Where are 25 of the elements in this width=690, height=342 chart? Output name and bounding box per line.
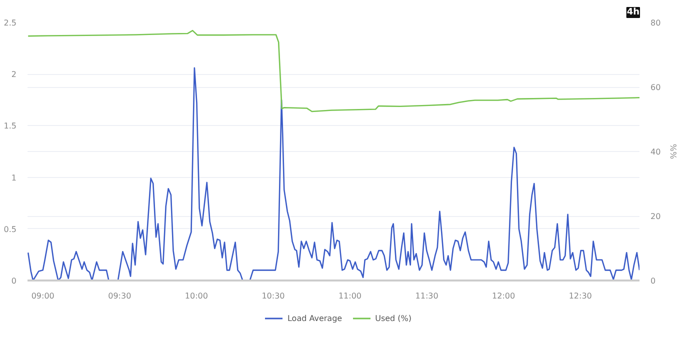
text: 4h (626, 8, 640, 18)
x-tick-label: 12:30 (568, 292, 592, 300)
line-series (28, 30, 640, 112)
y2-axis-title: %% (668, 144, 678, 160)
y2-tick-label: 80 (650, 18, 661, 28)
y-tick-label: 0.5 (4, 224, 17, 234)
y-tick-label: 1.5 (4, 122, 17, 131)
legend-label: Load Average (287, 314, 342, 322)
y-tick-label: 2 (11, 70, 17, 80)
y2-tick-label: 40 (650, 148, 661, 156)
y-tick-label: 1 (11, 173, 17, 182)
y2-tick-label: 60 (650, 83, 661, 92)
y2-tick-label: 20 (650, 212, 661, 221)
y2-tick-label: 0 (650, 276, 656, 286)
x-tick-label: 09:30 (108, 292, 132, 300)
x-tick-label: 12:00 (492, 292, 516, 300)
legend-label: Used (%) (375, 314, 412, 322)
x-tick-label: 10:00 (184, 292, 208, 300)
x-tick-label: 11:00 (338, 292, 362, 300)
x-tick-label: 09:00 (31, 292, 54, 300)
y-tick-label: 0 (11, 276, 17, 286)
y-tick-label: 2.5 (4, 18, 17, 28)
line-series (28, 67, 640, 280)
x-tick-label: 11:30 (415, 292, 438, 300)
x-tick-label: 10:30 (262, 292, 285, 300)
